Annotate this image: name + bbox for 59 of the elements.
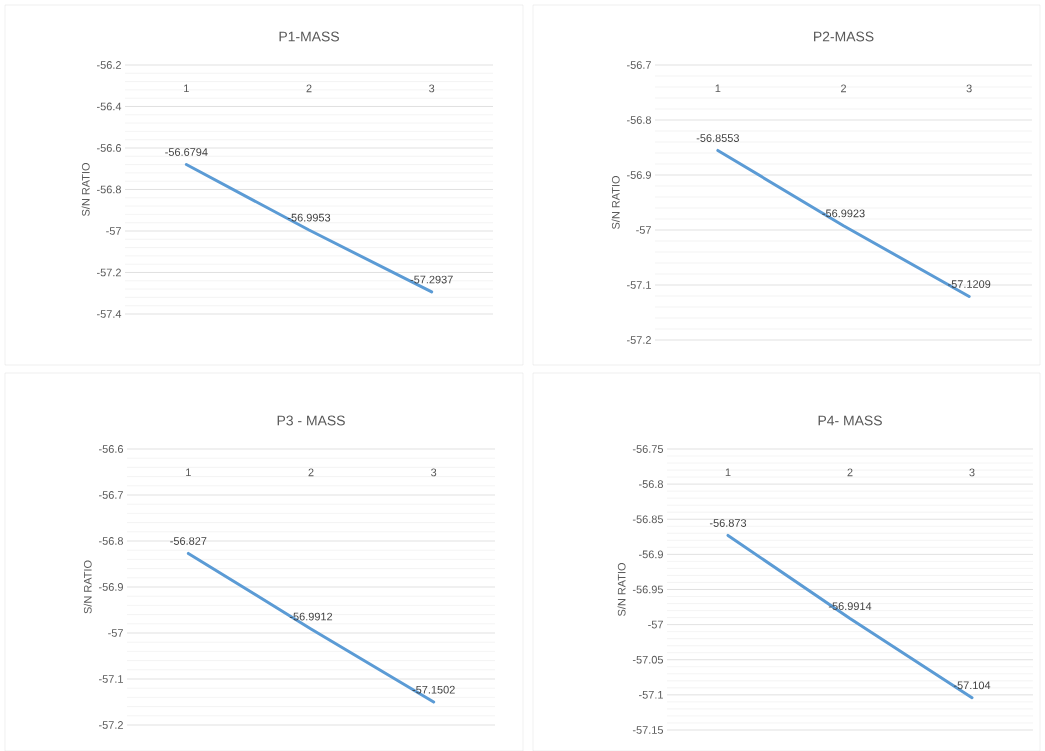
y-tick-label: -57 — [648, 620, 663, 629]
y-tick-label: -57 — [106, 227, 121, 235]
y-tick-label: -57.2 — [98, 721, 123, 729]
x-tick-label: 1 — [715, 84, 721, 92]
y-tick-label: -57.1 — [626, 281, 651, 289]
data-label: -56.9953 — [287, 213, 331, 222]
y-tick-label: -57.05 — [632, 655, 664, 664]
x-tick-label: 2 — [847, 468, 853, 477]
x-tick-label: 3 — [969, 468, 975, 477]
y-tick-label: -57.1 — [98, 675, 123, 683]
x-tick-label: 3 — [431, 468, 437, 477]
y-tick-label: -57 — [108, 629, 123, 637]
chart-title: P4- MASS — [818, 415, 882, 426]
y-tick-label: -57.1 — [638, 690, 663, 699]
data-label: -56.9923 — [822, 209, 865, 218]
chart-title: P1-MASS — [279, 31, 339, 42]
y-tick-label: -56.7 — [98, 491, 123, 499]
y-tick-label: -56.7 — [626, 61, 651, 69]
y-tick-label: -56.4 — [96, 102, 122, 111]
data-label: -56.873 — [709, 519, 747, 527]
y-tick-label: -56.8 — [626, 116, 651, 124]
y-tick-label: -56.8 — [96, 185, 121, 194]
x-tick-label: 2 — [306, 84, 312, 93]
y-tick-label: -57.15 — [632, 726, 664, 734]
y-tick-label: -57 — [636, 226, 651, 234]
y-tick-label: -56.6 — [96, 144, 121, 152]
x-tick-label: 2 — [841, 84, 846, 93]
data-label: -57.1209 — [948, 280, 991, 288]
y-tick-label: -56.2 — [96, 61, 121, 69]
y-tick-label: -56.9 — [638, 550, 663, 559]
data-label: -56.6794 — [165, 148, 208, 156]
y-tick-label: -56.9 — [626, 171, 651, 179]
data-label: -57.2937 — [410, 275, 453, 284]
data-label: -56.8553 — [696, 134, 739, 142]
y-tick-label: -56.95 — [632, 585, 664, 594]
x-tick-label: 2 — [308, 468, 314, 477]
y-axis-title: S/N RATIO — [81, 162, 90, 216]
y-axis-title: S/N RATIO — [83, 560, 92, 614]
y-tick-label: -56.9 — [98, 583, 123, 591]
x-tick-label: 3 — [429, 84, 435, 93]
y-tick-label: -57.2 — [626, 336, 651, 344]
data-label: -56.827 — [170, 537, 207, 545]
y-tick-label: -56.8 — [638, 480, 663, 488]
x-tick-label: 1 — [186, 468, 191, 476]
chart-title: P3 - MASS — [277, 415, 345, 426]
y-axis-title: S/N RATIO — [611, 175, 620, 229]
y-tick-label: -56.8 — [98, 537, 123, 545]
data-label: -57.104 — [953, 681, 991, 690]
chart-title: P2-MASS — [814, 31, 874, 42]
x-tick-label: 3 — [966, 84, 972, 93]
x-tick-label: 1 — [725, 468, 731, 476]
y-tick-label: -56.85 — [632, 515, 664, 524]
y-tick-label: -56.6 — [98, 445, 123, 453]
y-tick-label: -56.75 — [632, 445, 664, 453]
data-label: -56.9912 — [289, 612, 333, 621]
x-tick-label: 1 — [184, 84, 189, 92]
y-tick-label: -57.4 — [96, 310, 122, 318]
y-tick-label: -57.2 — [96, 268, 121, 277]
y-axis-title: S/N RATIO — [617, 562, 626, 616]
